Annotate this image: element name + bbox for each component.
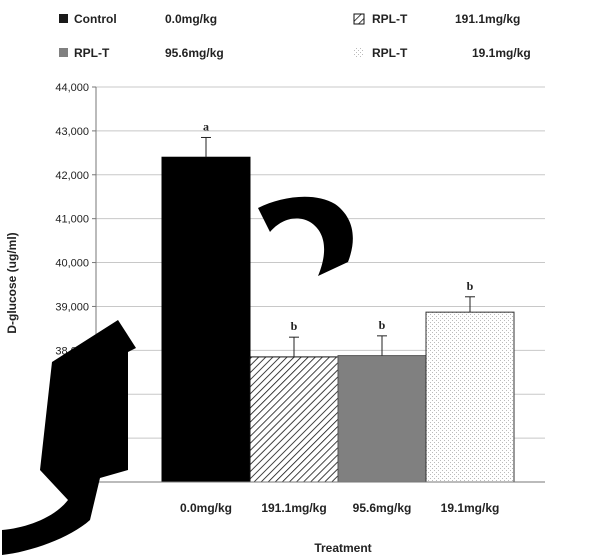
y-axis-title: D-glucose (ug/ml) [5, 232, 19, 333]
y-tick-label: 42,000 [55, 170, 89, 182]
x-tick-label: 0.0mg/kg [180, 501, 232, 515]
x-tick-label: 95.6mg/kg [353, 501, 412, 515]
y-tick-label: 44,000 [55, 82, 89, 94]
legend-dose: 191.1mg/kg [455, 12, 520, 26]
legend-label: RPL-T [372, 46, 408, 60]
legend-label: RPL-T [74, 46, 110, 60]
legend-label: Control [74, 12, 117, 26]
significance-label: a [203, 119, 209, 133]
legend-entry-rpl-t-19: RPL-T 19.1mg/kg [354, 46, 531, 60]
legend-entry-rpl-t-191: RPL-T 191.1mg/kg [353, 12, 520, 26]
legend: Control 0.0mg/kg RPL-T 191.1mg/kg RPL-T … [59, 12, 531, 60]
legend-entry-rpl-t-95: RPL-T 95.6mg/kg [59, 46, 224, 60]
bar-group-95-6mg-kg: b [337, 318, 427, 483]
bars: a b b b [161, 119, 515, 483]
bar [161, 156, 251, 483]
y-tick-label: 41,000 [55, 214, 89, 226]
overlay-shapes [2, 196, 353, 555]
bar [337, 355, 427, 483]
legend-swatch-solid-gray [59, 48, 68, 57]
bar [425, 311, 515, 483]
legend-dose: 95.6mg/kg [165, 46, 224, 60]
bar-group-0-0mg-kg: a [161, 119, 251, 483]
bar-group-191-1mg-kg: b [249, 319, 339, 483]
y-tick-label: 39,000 [55, 301, 89, 313]
bar [249, 356, 339, 483]
x-axis: 0.0mg/kg 191.1mg/kg 95.6mg/kg 19.1mg/kg [96, 481, 545, 515]
significance-label: b [467, 279, 474, 293]
y-tick-label: 43,000 [55, 126, 89, 138]
legend-dose: 0.0mg/kg [165, 12, 217, 26]
x-tick-label: 191.1mg/kg [261, 501, 326, 515]
y-tick-label: 40,000 [55, 258, 89, 270]
significance-label: b [379, 318, 386, 332]
x-tick-label: 19.1mg/kg [441, 501, 500, 515]
legend-dose: 19.1mg/kg [472, 46, 531, 60]
overlay-corner-shape [2, 320, 136, 555]
legend-label: RPL-T [372, 12, 408, 26]
x-axis-title: Treatment [314, 541, 371, 555]
overlay-arc-shape [258, 196, 353, 276]
legend-swatch-solid-black [59, 14, 68, 23]
bar-group-19-1mg-kg: b [425, 279, 515, 483]
significance-label: b [291, 319, 298, 333]
legend-entry-control: Control 0.0mg/kg [59, 12, 217, 26]
legend-swatch-hatch [353, 13, 365, 25]
legend-swatch-dotted [354, 48, 364, 58]
